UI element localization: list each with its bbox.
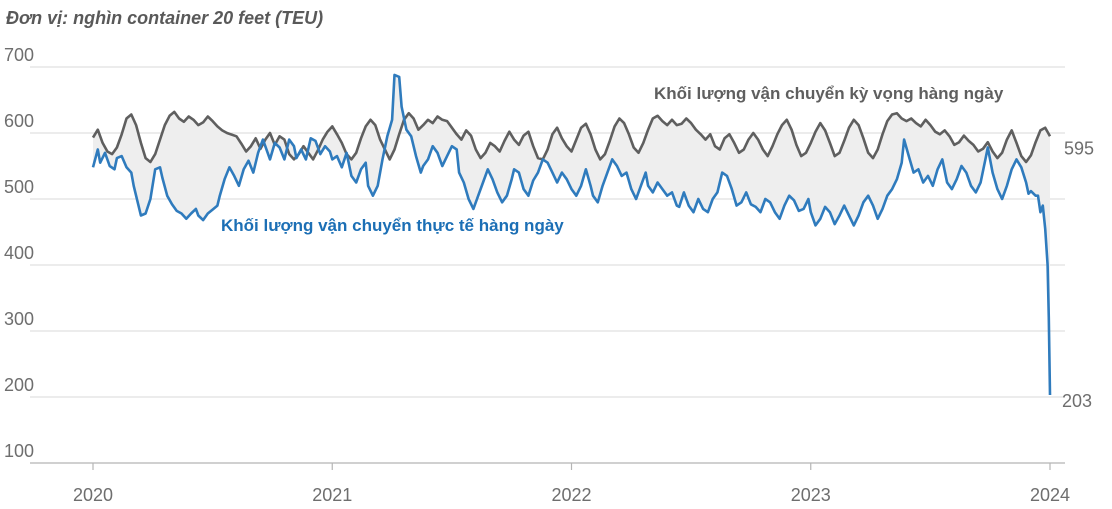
x-tick-label: 2022 bbox=[551, 485, 591, 505]
x-tick-label: 2021 bbox=[312, 485, 352, 505]
y-tick-label: 300 bbox=[4, 309, 34, 329]
unit-label: Đơn vị: nghìn container 20 feet (TEU) bbox=[6, 8, 324, 28]
actual-series-label: Khối lượng vận chuyển thực tế hàng ngày bbox=[221, 216, 564, 235]
expected-volume-line bbox=[91, 110, 1052, 164]
y-tick-label: 400 bbox=[4, 243, 34, 263]
y-tick-label: 500 bbox=[4, 177, 34, 197]
x-tick-label: 2020 bbox=[73, 485, 113, 505]
y-tick-label: 700 bbox=[4, 45, 34, 65]
actual-end-value: 203 bbox=[1062, 391, 1092, 411]
y-tick-label: 200 bbox=[4, 375, 34, 395]
y-tick-label: 100 bbox=[4, 441, 34, 461]
y-tick-label: 600 bbox=[4, 111, 34, 131]
actual-volume-line bbox=[91, 73, 1052, 396]
x-tick-label: 2024 bbox=[1030, 485, 1070, 505]
x-tick-label: 2023 bbox=[791, 485, 831, 505]
expected-end-value: 595 bbox=[1064, 138, 1094, 158]
expected-series-label: Khối lượng vận chuyển kỳ vọng hàng ngày bbox=[654, 84, 1004, 103]
